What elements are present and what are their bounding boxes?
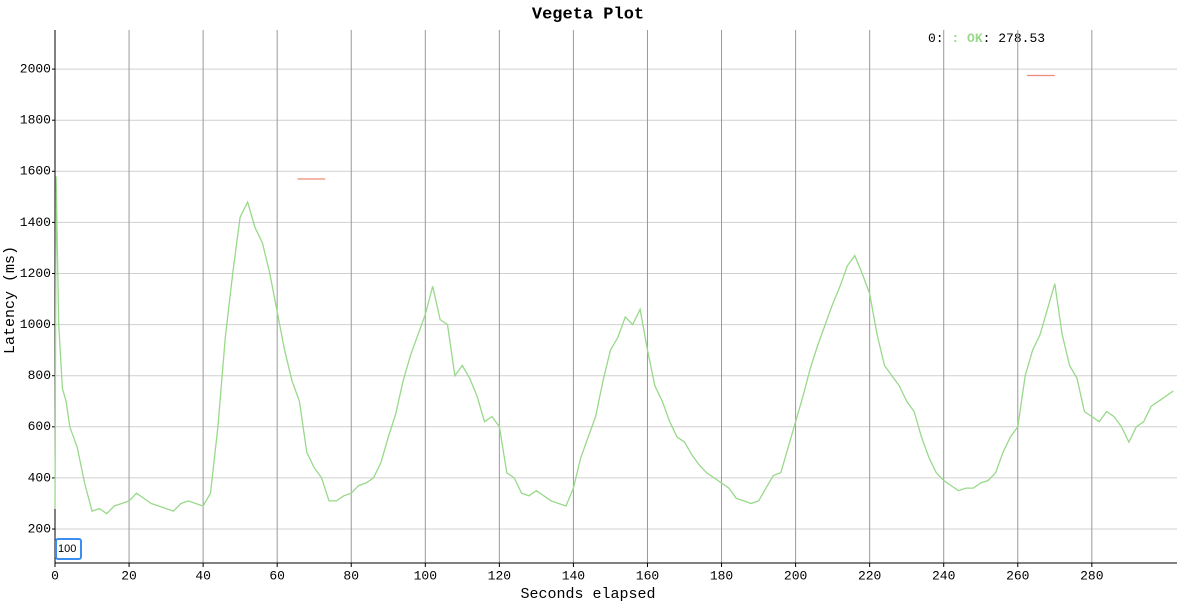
y-tick-label: 200 xyxy=(28,521,51,536)
x-axis-label: Seconds elapsed xyxy=(520,586,655,603)
y-tick-label: 800 xyxy=(28,368,51,383)
x-tick-label: 0 xyxy=(51,568,59,583)
x-tick-label: 120 xyxy=(488,568,511,583)
chart-title: Vegeta Plot xyxy=(532,5,644,24)
x-tick-label: 40 xyxy=(195,568,211,583)
x-tick-label: 160 xyxy=(636,568,659,583)
y-tick-label: 1200 xyxy=(20,266,51,281)
series-line xyxy=(54,176,1174,515)
x-tick-label: 20 xyxy=(121,568,137,583)
y-tick-label: 2000 xyxy=(20,62,51,77)
y-tick-label: 600 xyxy=(28,419,51,434)
legend-series: : OK xyxy=(951,31,982,46)
x-tick-label: 220 xyxy=(858,568,881,583)
x-tick-label: 200 xyxy=(784,568,807,583)
x-tick-label: 260 xyxy=(1006,568,1029,583)
legend-value: : 278.53 xyxy=(983,31,1045,46)
x-tick-label: 140 xyxy=(562,568,585,583)
series-line xyxy=(297,74,1055,180)
x-tick-label: 180 xyxy=(710,568,733,583)
y-tick-label: 400 xyxy=(28,470,51,485)
y-tick-label: 1800 xyxy=(20,113,51,128)
legend-x: 0: xyxy=(928,31,944,46)
y-tick-label: 1000 xyxy=(20,317,51,332)
y-axis-label: Latency (ms) xyxy=(2,246,19,354)
x-tick-label: 240 xyxy=(932,568,955,583)
y-tick-label: 1400 xyxy=(20,215,51,230)
x-tick-label: 80 xyxy=(343,568,359,583)
x-tick-label: 60 xyxy=(269,568,285,583)
y-tick-label: 1600 xyxy=(20,164,51,179)
legend: 0: : OK: 278.53 xyxy=(928,31,1045,46)
x-tick-label: 100 xyxy=(414,568,437,583)
roll-period-input[interactable]: 100 xyxy=(55,538,82,560)
x-tick-label: 280 xyxy=(1080,568,1103,583)
